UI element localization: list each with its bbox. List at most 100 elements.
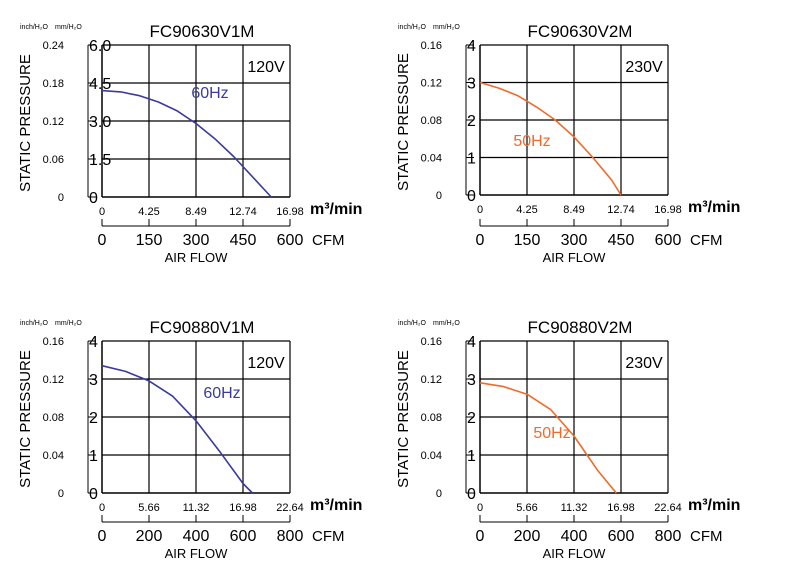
x-unit-m3-label: m³/min (688, 497, 740, 514)
y-tick-label-mm: 2 (89, 410, 98, 427)
x-tick-label-m3: 0 (477, 502, 483, 514)
series-label: 60Hz (191, 85, 228, 102)
x-tick-label-m3: 0 (477, 204, 483, 216)
x-tick-label-cfm: 300 (183, 232, 210, 249)
x-tick-label-m3: 16.98 (276, 206, 304, 218)
x-tick-label-m3: 5.66 (138, 502, 159, 514)
y-tick-label-mm: 1 (89, 448, 98, 465)
voltage-label: 230V (625, 59, 663, 76)
x-tick-label-cfm: 400 (183, 528, 210, 545)
y-tick-label-inch: 0.04 (43, 450, 64, 462)
y-tick-label-mm: 1.5 (89, 152, 111, 169)
x-tick-label-m3: 8.49 (563, 204, 584, 216)
y-tick-label-inch: 0.16 (43, 336, 64, 348)
x-tick-label-cfm: 200 (136, 528, 163, 545)
y-tick-label-inch: 0 (58, 488, 64, 500)
chart-title: FC90880V2M (528, 318, 633, 337)
y-tick-label-mm: 6.0 (89, 38, 111, 55)
x-tick-label-cfm: 200 (514, 528, 541, 545)
series-label: 50Hz (533, 425, 570, 442)
series-label: 50Hz (513, 133, 550, 150)
x-unit-m3-label: m³/min (310, 201, 362, 218)
y-tick-label-mm: 4 (89, 334, 98, 351)
y-tick-label-mm: 1 (467, 151, 476, 168)
x-tick-label-m3: 4.25 (138, 206, 159, 218)
y-tick-label-mm: 1 (467, 448, 476, 465)
y-tick-label-inch: 0.04 (421, 450, 442, 462)
y-tick-label-inch: 0.08 (43, 412, 64, 424)
x-tick-label-cfm: 150 (136, 232, 163, 249)
x-unit-cfm-label: CFM (690, 528, 723, 545)
y-tick-label-mm: 4.5 (89, 76, 111, 93)
voltage-label: 120V (247, 59, 285, 76)
y-tick-label-inch: 0.08 (421, 115, 442, 127)
y-unit-inch-label: inch/H₂O (398, 320, 427, 327)
series-line-50hz (479, 382, 617, 494)
y-tick-label-mm: 0 (467, 188, 476, 205)
x-tick-label-cfm: 450 (230, 232, 257, 249)
x-tick-label-cfm: 450 (608, 232, 635, 249)
y-tick-label-inch: 0.08 (421, 412, 442, 424)
voltage-label: 230V (625, 355, 663, 372)
x-tick-label-cfm: 0 (476, 232, 485, 249)
x-unit-cfm-label: CFM (690, 232, 723, 249)
y-tick-label-mm: 4 (467, 38, 476, 55)
x-axis-title: AIR FLOW (165, 546, 229, 561)
y-unit-mm-label: mm/H₂O (55, 24, 82, 31)
x-tick-label-m3: 22.64 (276, 502, 304, 514)
y-tick-label-inch: 0.16 (421, 336, 442, 348)
x-axis-title: AIR FLOW (543, 250, 607, 265)
chart-panel-4: FC90880V2M inch/H₂O mm/H₂O 230V 0 1 2 3 4 0 0.04 0.… (395, 318, 740, 561)
x-tick-label-cfm: 800 (655, 528, 682, 545)
y-unit-mm-label: mm/H₂O (433, 320, 460, 327)
y-tick-label-mm: 2 (467, 113, 476, 130)
y-tick-label-inch: 0.18 (43, 78, 64, 90)
series-line-50hz (479, 81, 622, 196)
y-axis-title: STATIC PRESSURE (395, 350, 412, 488)
x-tick-label-cfm: 0 (476, 528, 485, 545)
x-tick-label-m3: 5.66 (516, 502, 537, 514)
series-label: 60Hz (203, 385, 240, 402)
y-tick-label-inch: 0.12 (43, 374, 64, 386)
y-tick-label-mm: 0 (467, 486, 476, 503)
x-tick-label-cfm: 800 (277, 528, 304, 545)
x-unit-cfm-label: CFM (312, 528, 345, 545)
chart-title: FC90630V1M (150, 22, 255, 41)
x-tick-label-m3: 0 (99, 206, 105, 218)
x-unit-m3-label: m³/min (688, 199, 740, 216)
x-axis-title: AIR FLOW (543, 546, 607, 561)
y-tick-label-inch: 0.12 (421, 374, 442, 386)
y-tick-label-inch: 0.12 (421, 78, 442, 90)
x-tick-label-cfm: 0 (98, 528, 107, 545)
y-unit-inch-label: inch/H₂O (20, 320, 49, 327)
y-tick-label-mm: 0 (89, 486, 98, 503)
x-tick-label-cfm: 600 (230, 528, 257, 545)
x-tick-label-m3: 8.49 (185, 206, 206, 218)
x-tick-label-cfm: 400 (561, 528, 588, 545)
y-axis-title: STATIC PRESSURE (395, 53, 412, 191)
y-unit-mm-label: mm/H₂O (433, 24, 460, 31)
y-tick-label-inch: 0 (436, 488, 442, 500)
chart-panel-3: FC90880V1M inch/H₂O mm/H₂O 120V 0 1 2 3 4 0 0.04 0.… (17, 318, 362, 561)
x-axis-title: AIR FLOW (165, 250, 229, 265)
x-tick-label-cfm: 300 (561, 232, 588, 249)
y-unit-mm-label: mm/H₂O (55, 320, 82, 327)
x-tick-label-m3: 12.74 (607, 204, 635, 216)
x-unit-cfm-label: CFM (312, 232, 345, 249)
y-unit-inch-label: inch/H₂O (20, 24, 49, 31)
chart-panel-1: FC90630V1M inch/H₂O mm/H₂O 120V 0 1.5 3.0 4.5 6.… (17, 22, 362, 265)
x-tick-label-m3: 16.98 (229, 502, 257, 514)
y-tick-label-inch: 0.24 (43, 40, 64, 52)
voltage-label: 120V (247, 355, 285, 372)
y-tick-label-inch: 0 (436, 190, 442, 202)
y-tick-label-inch: 0.16 (421, 40, 442, 52)
y-tick-label-inch: 0.04 (421, 153, 442, 165)
x-tick-label-cfm: 0 (98, 232, 107, 249)
y-tick-label-mm: 3 (89, 372, 98, 389)
y-tick-label-inch: 0.12 (43, 116, 64, 128)
x-tick-label-m3: 0 (99, 502, 105, 514)
x-tick-label-m3: 11.32 (183, 502, 210, 514)
chart-title: FC90630V2M (528, 22, 633, 41)
chart-title: FC90880V1M (150, 318, 255, 337)
